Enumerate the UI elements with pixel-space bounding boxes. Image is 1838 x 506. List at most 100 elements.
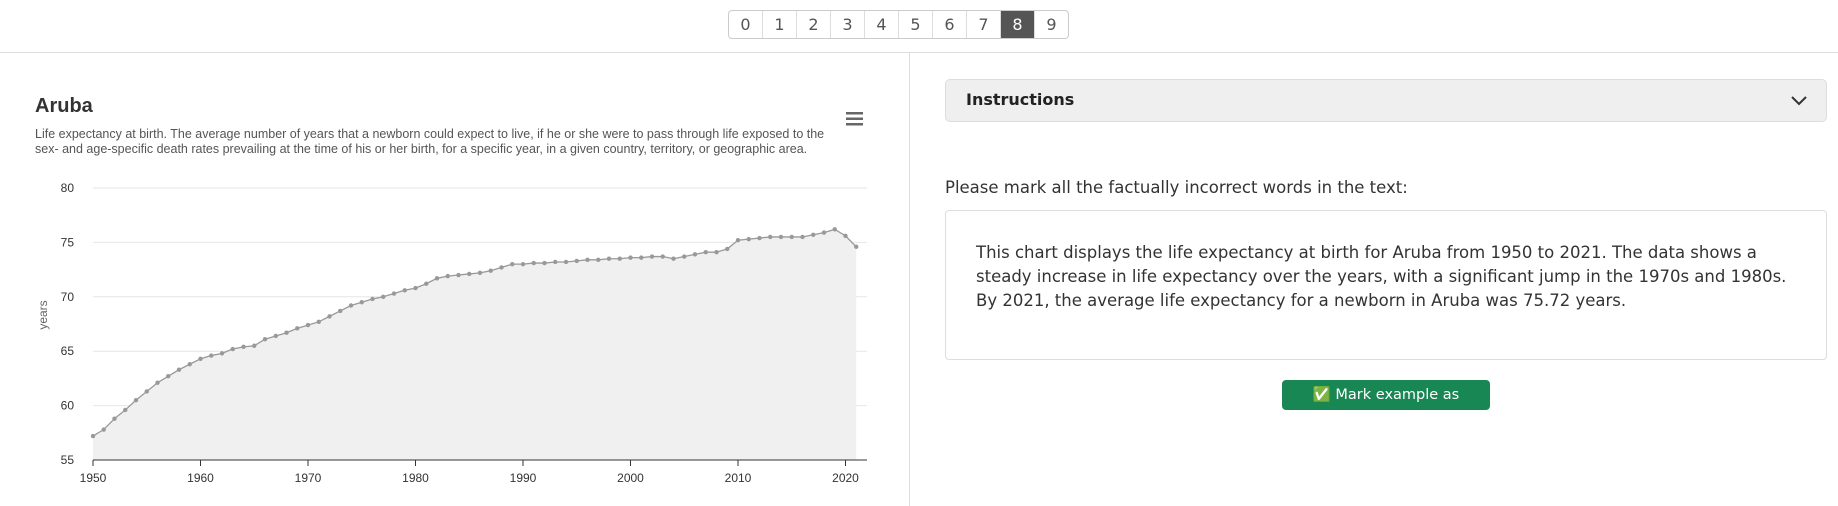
point	[338, 308, 343, 314]
task-prompt: Please mark all the factually incorrect …	[945, 178, 1408, 197]
point	[746, 236, 751, 242]
y-tick-label: 55	[61, 453, 75, 467]
point	[391, 291, 397, 296]
point	[252, 343, 257, 348]
point	[757, 235, 762, 241]
point	[671, 256, 676, 261]
point	[821, 230, 827, 235]
point	[725, 246, 730, 252]
point	[262, 337, 268, 342]
point	[133, 397, 139, 403]
point	[90, 433, 96, 439]
y-tick-label: 65	[61, 344, 75, 358]
x-tick-label: 1980	[402, 471, 429, 485]
point	[714, 249, 719, 255]
point	[735, 238, 741, 243]
point	[305, 322, 311, 328]
instructions-title: Instructions	[966, 90, 1075, 109]
point	[649, 254, 655, 259]
instructions-panel[interactable]: Instructions	[945, 79, 1827, 122]
point	[166, 374, 171, 379]
area	[93, 229, 857, 460]
point	[219, 351, 225, 356]
point	[402, 288, 407, 293]
point	[144, 389, 149, 394]
point	[553, 259, 558, 265]
x-tick-label: 2020	[832, 471, 859, 485]
point	[348, 303, 354, 308]
point	[456, 272, 461, 278]
point	[477, 270, 483, 276]
point	[445, 273, 450, 279]
y-tick-label: 80	[61, 181, 75, 195]
x-tick-label: 1970	[295, 471, 322, 485]
point	[682, 254, 687, 259]
point	[424, 281, 429, 286]
point	[273, 333, 278, 339]
page-button[interactable]: 6	[932, 11, 966, 38]
complete-button[interactable]: ✅ Mark example as complete	[1282, 380, 1490, 433]
point	[381, 294, 386, 299]
point	[413, 285, 418, 291]
point	[510, 261, 515, 267]
point	[832, 227, 837, 232]
point	[585, 257, 590, 263]
point	[187, 362, 192, 367]
y-tick-label: 75	[61, 235, 75, 249]
x-tick-label: 2000	[617, 471, 644, 485]
point	[628, 255, 633, 260]
point	[316, 319, 321, 325]
page-button[interactable]: 3	[830, 11, 864, 38]
point	[230, 346, 235, 352]
chart-title: Aruba	[35, 95, 94, 117]
point	[295, 326, 300, 331]
point	[359, 300, 364, 305]
point	[284, 330, 289, 335]
chart: Aruba years 55 60 65 70 75 80 1950 1960 1970 1980…	[35, 95, 867, 485]
page-button[interactable]: 5	[898, 11, 932, 38]
page-button[interactable]: 1	[762, 11, 796, 38]
point	[123, 407, 128, 413]
point	[531, 260, 536, 266]
divider	[909, 53, 910, 506]
point	[488, 268, 493, 273]
x-tick-label: 2010	[725, 471, 752, 485]
text-box: This chart displays the life expectancy …	[945, 210, 1827, 360]
point	[327, 314, 332, 319]
page-button[interactable]: 4	[864, 11, 898, 38]
point	[574, 258, 579, 264]
point	[843, 233, 848, 239]
point	[155, 380, 160, 385]
page-button[interactable]: 0	[740, 15, 751, 34]
chevron-icon	[1791, 96, 1807, 106]
point	[606, 256, 612, 261]
point	[660, 254, 665, 259]
point	[800, 234, 805, 240]
page-button[interactable]: 9	[1034, 11, 1068, 38]
point	[563, 259, 569, 265]
point	[520, 261, 526, 267]
x-tick-label: 1950	[80, 471, 107, 485]
y-tick-label: 60	[61, 399, 75, 413]
point	[703, 249, 708, 255]
point	[639, 255, 644, 260]
point	[370, 296, 375, 302]
menu-icon[interactable]	[846, 112, 863, 126]
point	[434, 276, 440, 281]
point	[499, 265, 504, 270]
point	[854, 244, 859, 249]
task-text[interactable]: This chart displays the life expectancy …	[976, 243, 1787, 310]
page-button[interactable]: 7	[966, 11, 1000, 38]
point	[542, 260, 547, 266]
y-tick-label: 70	[61, 290, 75, 304]
x-tick-label: 1960	[187, 471, 214, 485]
point	[596, 257, 601, 263]
point	[617, 256, 622, 261]
point	[112, 416, 117, 421]
point	[101, 427, 106, 432]
page-button[interactable]: 2	[796, 11, 830, 38]
page-button[interactable]: 8	[1000, 11, 1034, 38]
point	[789, 234, 794, 240]
